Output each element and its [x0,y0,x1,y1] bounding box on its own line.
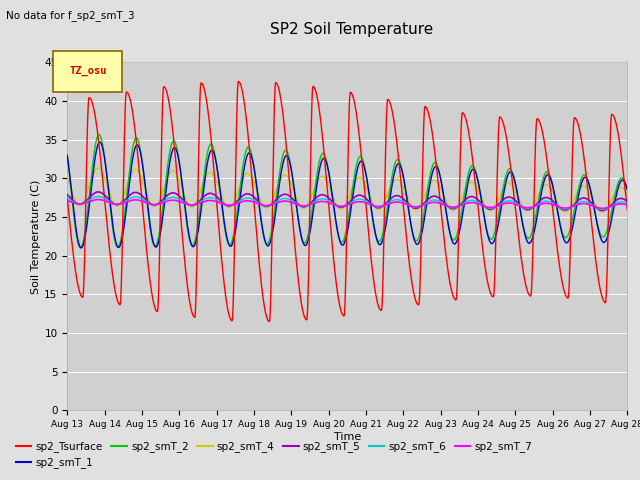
Line: sp2_smT_6: sp2_smT_6 [67,196,627,209]
sp2_smT_6 [63,195,71,201]
sp2_Tsurface [174,184,182,190]
sp2_Tsurface [188,309,196,314]
sp2_smT_2 [508,168,516,174]
sp2_smT_7 [508,200,515,206]
sp2_smT_4 [95,165,102,171]
Text: SP2 Soil Temperature: SP2 Soil Temperature [270,22,434,36]
sp2_smT_2 [189,242,196,248]
sp2_smT_4 [188,204,196,210]
sp2_smT_6 [508,198,515,204]
sp2_smT_5 [623,199,631,204]
sp2_smT_2 [95,132,103,138]
sp2_smT_6 [435,198,442,204]
sp2_smT_4 [175,175,182,181]
Line: sp2_Tsurface: sp2_Tsurface [67,82,627,322]
Line: sp2_smT_5: sp2_smT_5 [67,192,627,211]
sp2_smT_1 [77,245,85,251]
sp2_smT_6 [251,198,259,204]
sp2_Tsurface [435,186,443,192]
sp2_smT_6 [188,203,196,208]
sp2_smT_7 [435,200,442,206]
sp2_Tsurface [508,176,516,181]
sp2_Tsurface [251,210,259,216]
sp2_smT_5 [63,192,71,198]
sp2_smT_1 [175,157,183,163]
sp2_smT_5 [175,192,182,198]
sp2_smT_1 [63,153,71,158]
sp2_smT_4 [63,174,71,180]
sp2_smT_5 [508,195,515,201]
Legend: sp2_Tsurface, sp2_smT_1, sp2_smT_2, sp2_smT_4, sp2_smT_5, sp2_smT_6, sp2_smT_7: sp2_Tsurface, sp2_smT_1, sp2_smT_2, sp2_… [12,437,536,472]
sp2_smT_5 [251,195,259,201]
Line: sp2_smT_4: sp2_smT_4 [67,168,627,212]
Text: No data for f_sp2_smT_3: No data for f_sp2_smT_3 [6,10,135,21]
sp2_smT_5 [188,203,196,208]
sp2_smT_7 [188,202,196,208]
sp2_smT_2 [252,173,259,179]
sp2_smT_2 [557,227,565,232]
sp2_smT_5 [435,195,442,201]
sp2_Tsurface [266,319,273,324]
sp2_smT_1 [557,228,565,234]
sp2_smT_4 [251,182,259,188]
sp2_smT_7 [557,204,565,210]
sp2_smT_2 [175,156,183,162]
sp2_Tsurface [557,275,565,281]
sp2_smT_7 [63,198,71,204]
sp2_smT_1 [252,172,259,178]
sp2_smT_7 [598,205,606,211]
sp2_smT_2 [623,187,631,192]
sp2_smT_5 [598,208,606,214]
sp2_smT_4 [435,181,442,187]
sp2_smT_6 [598,206,606,212]
sp2_smT_2 [435,168,443,173]
sp2_smT_4 [508,182,515,188]
sp2_smT_1 [435,168,443,174]
Line: sp2_smT_1: sp2_smT_1 [67,142,627,248]
sp2_smT_6 [557,205,565,211]
Line: sp2_smT_7: sp2_smT_7 [67,200,627,208]
sp2_smT_7 [95,197,102,203]
sp2_smT_1 [508,170,516,176]
X-axis label: Time: Time [333,432,361,442]
sp2_smT_4 [623,191,631,197]
sp2_smT_6 [95,193,102,199]
sp2_smT_2 [63,152,71,157]
sp2_Tsurface [63,195,71,201]
sp2_smT_1 [96,139,104,145]
sp2_smT_7 [251,199,259,205]
Text: TZ_osu: TZ_osu [69,66,107,76]
sp2_smT_5 [557,206,565,212]
sp2_Tsurface [623,206,631,212]
sp2_smT_1 [623,187,631,192]
sp2_Tsurface [235,79,243,84]
sp2_smT_6 [175,196,182,202]
sp2_smT_7 [623,202,631,208]
sp2_smT_1 [189,243,196,249]
sp2_smT_4 [557,206,565,212]
Line: sp2_smT_2: sp2_smT_2 [67,135,627,248]
sp2_smT_2 [77,245,84,251]
sp2_smT_6 [623,201,631,207]
sp2_smT_7 [175,198,182,204]
sp2_smT_4 [598,209,606,215]
sp2_smT_5 [95,189,102,195]
Y-axis label: Soil Temperature (C): Soil Temperature (C) [31,179,42,294]
